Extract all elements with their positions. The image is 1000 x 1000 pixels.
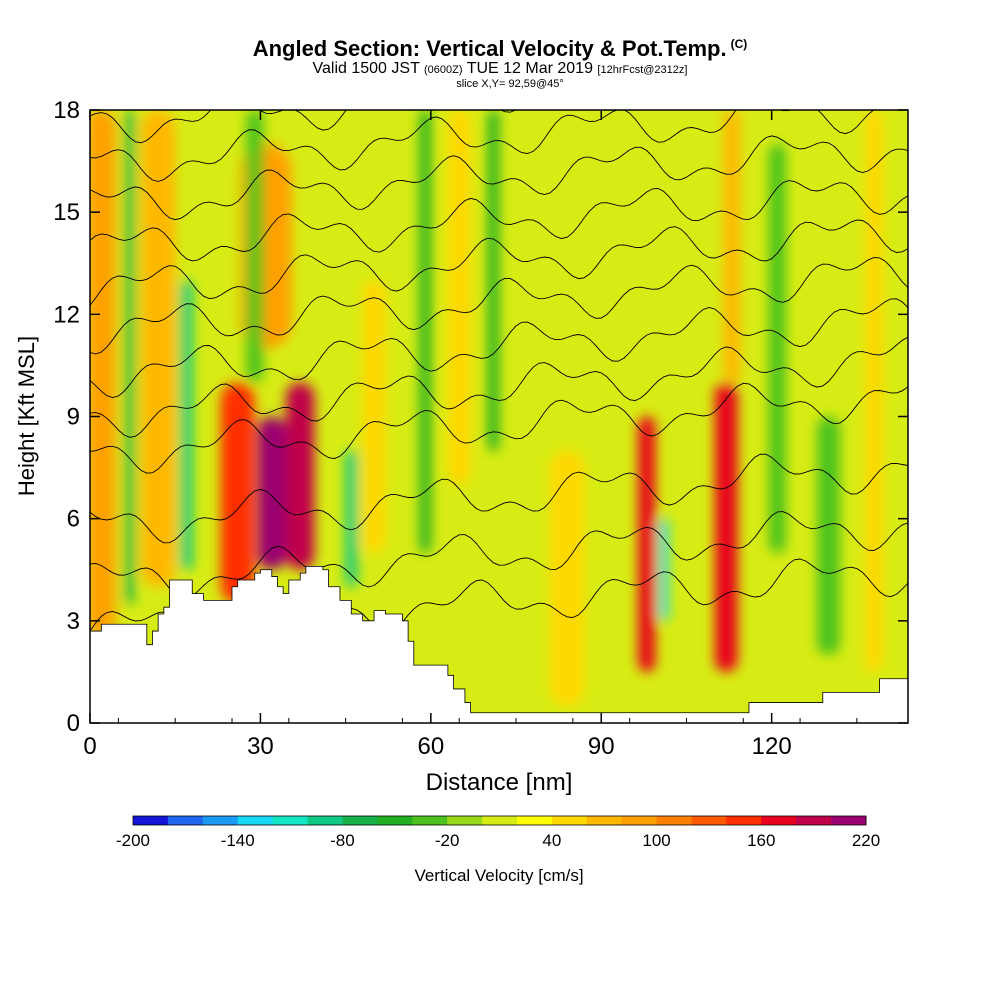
isentrope-line — [90, 135, 908, 221]
isentrope-line — [90, 382, 908, 474]
velocity-cell — [90, 110, 116, 638]
velocity-cell — [345, 450, 357, 587]
forecast-tag: [12hrFcst@2312z] — [597, 64, 688, 76]
velocity-cell — [714, 382, 738, 672]
colorbar-swatch — [761, 816, 797, 825]
colorbar-swatch — [272, 816, 309, 825]
colorbar: -200 -140 -80 -20 40 100 160 220 — [116, 815, 880, 850]
chart-title-text: Angled Section: Vertical Velocity & Pot.… — [252, 36, 727, 61]
isentrope-line — [90, 336, 908, 438]
slice-info: slice X,Y= 92,59@45° — [456, 78, 564, 90]
copyright-mark: (C) — [730, 36, 748, 51]
velocity-cell — [419, 110, 431, 553]
isentrope-line — [90, 257, 908, 355]
velocity-cell — [659, 518, 668, 621]
y-tick-label: 0 — [67, 710, 80, 737]
velocity-cell — [362, 280, 386, 553]
colorbar-swatch — [516, 816, 553, 825]
isentropes — [90, 110, 908, 645]
y-tick-label: 6 — [67, 506, 80, 533]
colorbar-tick-label: -80 — [330, 831, 355, 850]
colorbar-swatch — [133, 816, 169, 825]
y-tick-label: 18 — [53, 97, 80, 124]
isentrope-line — [90, 453, 908, 544]
colorbar-swatch — [831, 816, 867, 825]
x-tick-label: 90 — [588, 733, 615, 760]
colorbar-tick-label: 160 — [747, 831, 775, 850]
velocity-cell — [180, 280, 193, 570]
y-tick-label: 9 — [67, 404, 80, 431]
colorbar-tick-label: -20 — [435, 831, 460, 850]
velocity-cell — [125, 110, 135, 604]
velocity-cell — [141, 110, 176, 587]
x-tick-label: 60 — [417, 733, 444, 760]
isentrope-line — [90, 511, 908, 600]
colorbar-swatch — [551, 816, 588, 825]
colorbar-tick-label: 100 — [642, 831, 670, 850]
colorbar-swatch — [447, 816, 483, 825]
colorbar-swatch — [377, 816, 413, 825]
velocity-cell — [257, 416, 286, 570]
colorbar-tick-label: 220 — [852, 831, 880, 850]
colorbar-tick-label: -140 — [221, 831, 255, 850]
velocity-cell — [285, 382, 315, 570]
colorbar-swatch — [691, 816, 727, 825]
colorbar-swatch — [412, 816, 448, 825]
y-tick-label: 15 — [53, 199, 80, 226]
velocity-cell — [246, 110, 264, 383]
y-tick-label: 3 — [67, 608, 80, 635]
colorbar-swatch — [237, 816, 274, 825]
colorbar-swatch — [586, 816, 623, 825]
velocity-cell — [768, 144, 786, 553]
colorbar-swatch — [656, 816, 692, 825]
colorbar-tick-label: 40 — [542, 831, 561, 850]
colorbar-label: Vertical Velocity [cm/s] — [414, 866, 583, 885]
isentrope-line — [90, 298, 908, 398]
x-axis-label: Distance [nm] — [426, 769, 573, 796]
terrain — [90, 565, 908, 723]
colorbar-swatch — [202, 816, 239, 825]
y-axis-label: Height [Kft MSL] — [14, 336, 39, 496]
colorbar-tick-label: -200 — [116, 831, 150, 850]
axes: 0 30 60 90 120 0 3 6 9 12 15 18 — [53, 97, 908, 760]
velocity-field — [90, 110, 883, 706]
y-tick-label: 12 — [53, 301, 80, 328]
velocity-cell — [447, 110, 471, 485]
isentrope-line — [90, 180, 908, 262]
colorbar-swatch — [167, 816, 204, 825]
valid-prefix: Valid 1500 JST — [312, 60, 420, 77]
velocity-cell — [723, 110, 741, 383]
colorbar-swatch — [482, 816, 518, 825]
x-tick-label: 0 — [83, 733, 96, 760]
velocity-cell — [220, 382, 255, 604]
colorbar-frame — [132, 815, 867, 826]
colorbar-swatch — [307, 816, 343, 825]
velocity-cell — [487, 110, 499, 451]
colorbar-swatch — [342, 816, 378, 825]
velocity-cell — [550, 450, 585, 706]
isentrope-line — [90, 110, 875, 182]
valid-utc: (0600Z) — [424, 64, 463, 76]
x-tick-label: 30 — [247, 733, 274, 760]
colorbar-swatch — [796, 816, 832, 825]
valid-date: TUE 12 Mar 2019 — [466, 60, 593, 77]
valid-time-line: Valid 1500 JST (0600Z) TUE 12 Mar 2019 [… — [0, 61, 1000, 78]
colorbar-swatch — [726, 816, 762, 825]
chart-title: Angled Section: Vertical Velocity & Pot.… — [0, 36, 1000, 62]
x-tick-label: 120 — [752, 733, 792, 760]
colorbar-swatch — [621, 816, 658, 825]
plot-area — [89, 109, 909, 724]
isentrope-line — [90, 219, 908, 306]
velocity-cell — [638, 416, 656, 672]
velocity-cell — [817, 416, 840, 655]
